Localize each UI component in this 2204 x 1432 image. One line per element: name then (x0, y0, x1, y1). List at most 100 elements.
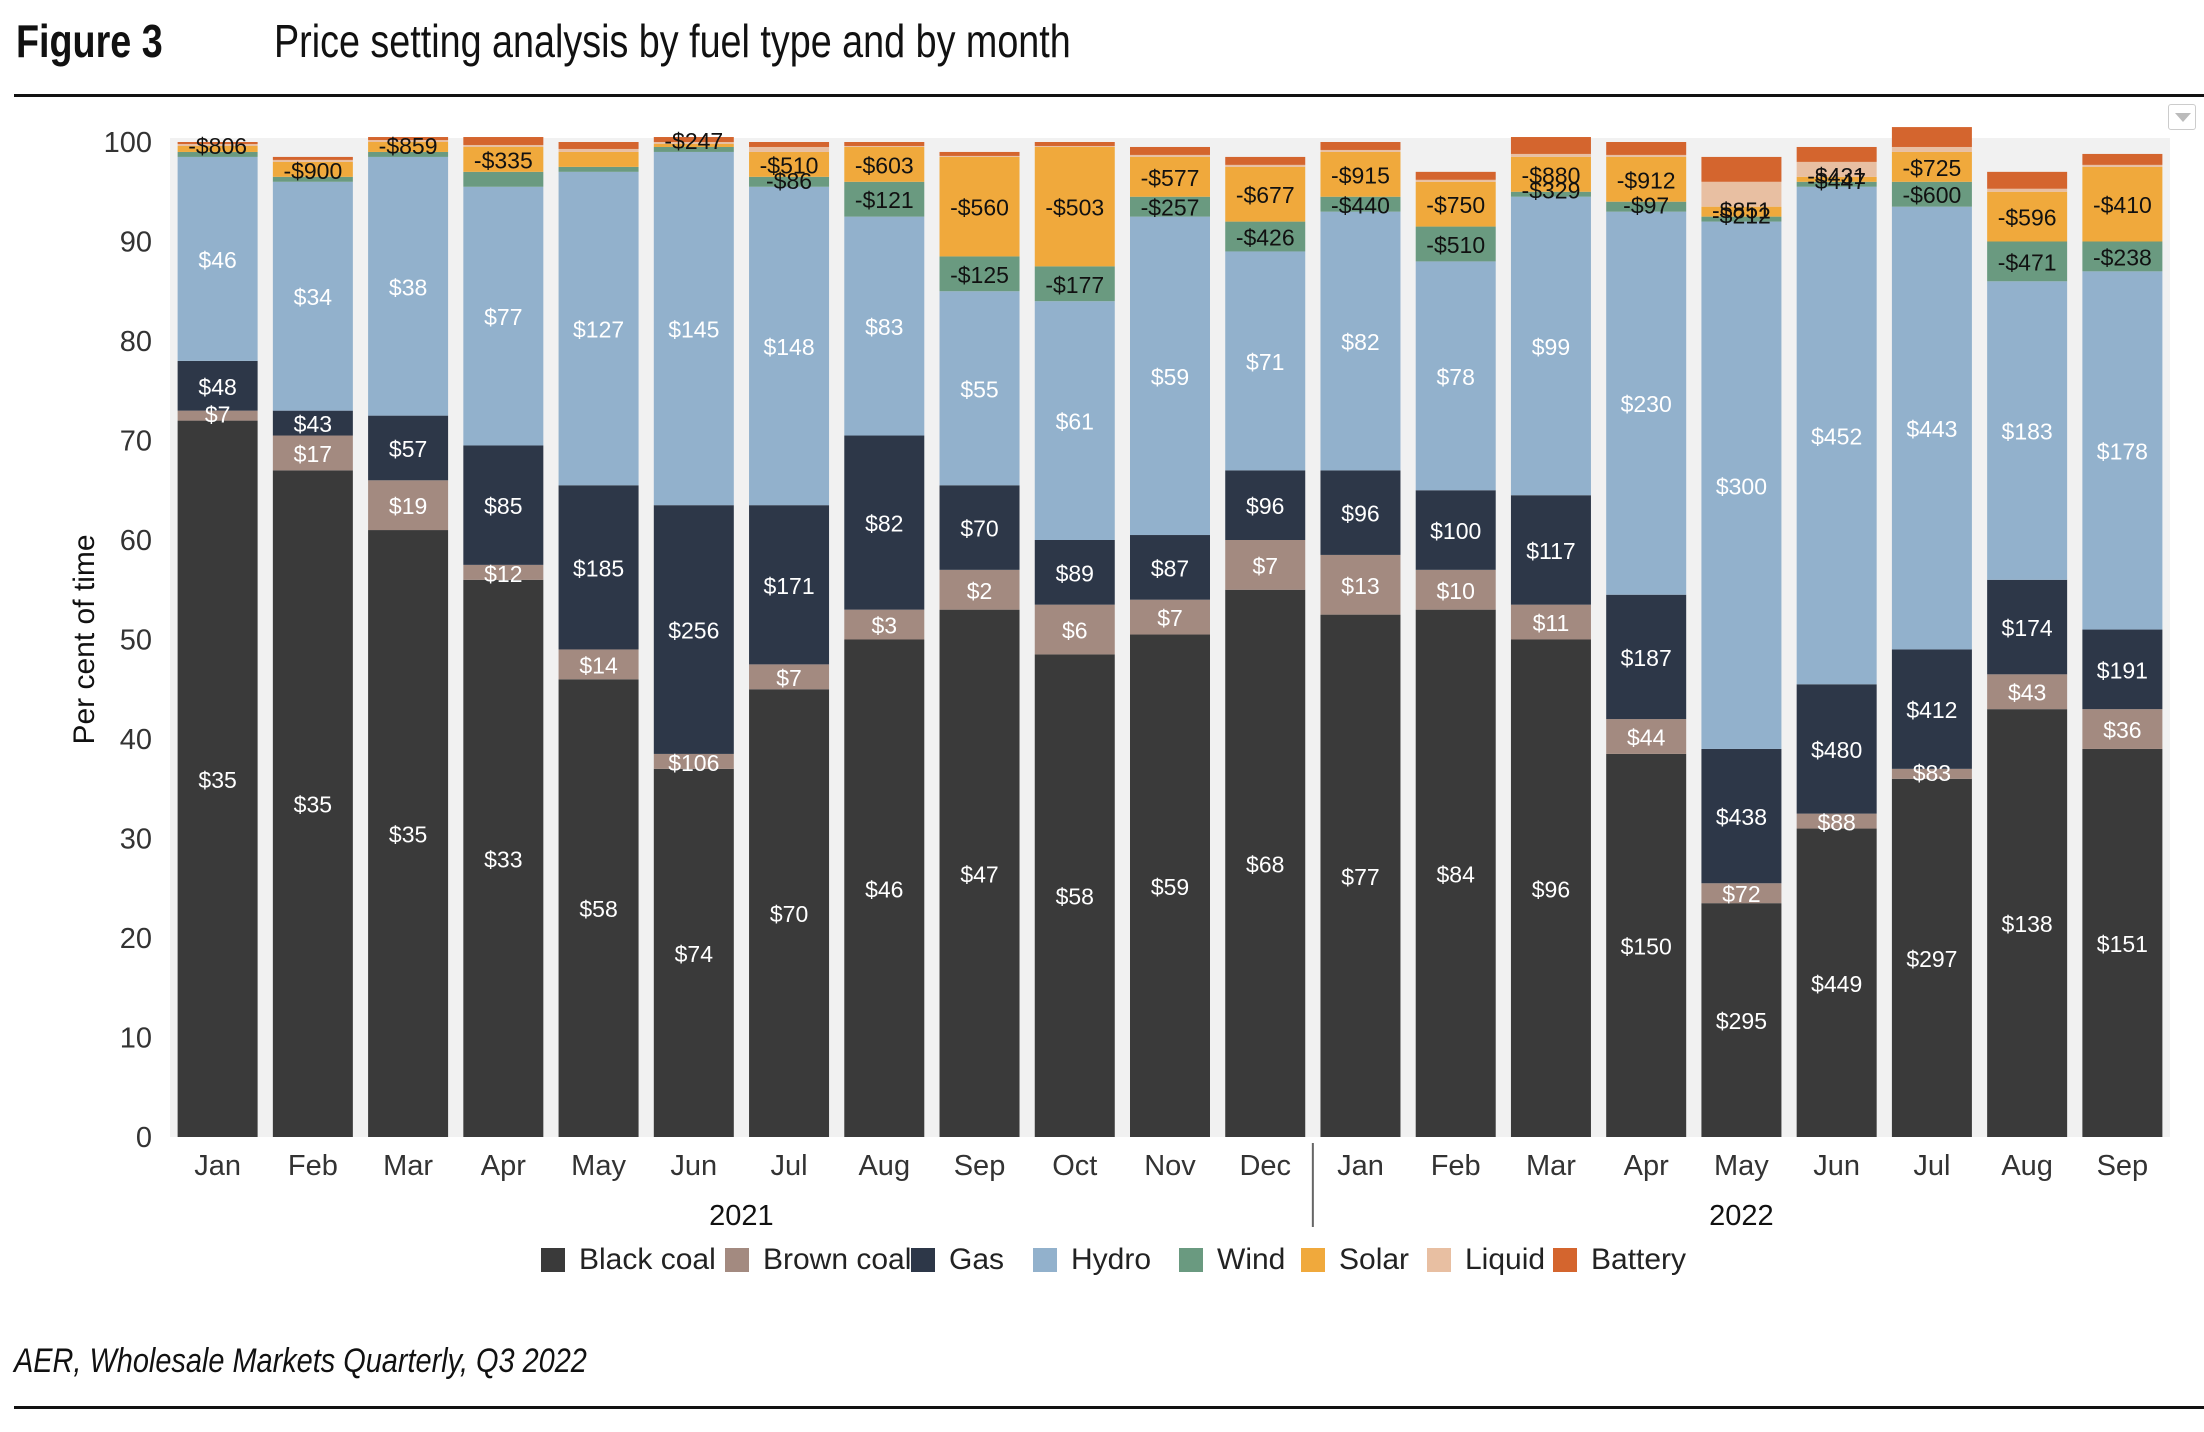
data-label-brown-coal: $7 (1252, 553, 1278, 579)
data-label-hydro: $452 (1811, 424, 1862, 450)
data-label-hydro: $38 (389, 274, 427, 300)
data-label-solar: -$915 (1331, 162, 1390, 188)
data-label-black-coal: $150 (1621, 933, 1672, 959)
data-label-gas: $438 (1716, 804, 1767, 830)
bar-segment-brown-coal (1510, 604, 1591, 640)
bar-segment-battery (1320, 142, 1401, 150)
legend-label: Brown coal (763, 1243, 912, 1276)
data-label-black-coal: $74 (675, 941, 714, 967)
bar-segment-black-coal (368, 530, 449, 1137)
bar-segment-liquid (1415, 179, 1496, 182)
data-label-hydro: $46 (198, 247, 236, 273)
data-label-gas: $480 (1811, 737, 1862, 763)
x-tick-label: Jul (771, 1150, 808, 1182)
data-label-brown-coal: $13 (1341, 573, 1379, 599)
bar-segment-black-coal (1320, 614, 1401, 1137)
bar-segment-black-coal (749, 689, 830, 1137)
data-label-gas: $48 (198, 374, 236, 400)
data-label-brown-coal: $12 (484, 561, 522, 587)
bar-segment-hydro (177, 156, 258, 361)
bar-segment-solar (1415, 181, 1496, 227)
bar-segment-brown-coal (844, 609, 925, 640)
legend-swatch (911, 1248, 935, 1272)
top-rule (14, 94, 2204, 97)
bar-segment-black-coal (177, 420, 258, 1138)
data-label-black-coal: $70 (770, 901, 808, 927)
data-label-hydro: $82 (1341, 329, 1379, 355)
bar-segment-wind (1606, 201, 1687, 212)
data-label-gas: $256 (668, 618, 719, 644)
bar-segment-black-coal (272, 470, 353, 1138)
bar-segment-liquid (368, 140, 449, 142)
bar-segment-hydro (1320, 211, 1401, 471)
bar-segment-wind (1701, 216, 1782, 222)
bar-segment-black-coal (1891, 778, 1972, 1137)
data-label-black-coal: $46 (865, 876, 903, 902)
bar-segment-gas (939, 485, 1020, 570)
bar-segment-solar (463, 146, 544, 172)
bar-segment-gas (368, 415, 449, 481)
bar-segment-brown-coal (1130, 599, 1210, 635)
data-label-black-coal: $68 (1246, 851, 1284, 877)
bar-segment-wind (1415, 226, 1496, 262)
data-label-hydro: $127 (573, 317, 624, 343)
data-label-hydro: $71 (1246, 349, 1284, 375)
data-label-solar: -$900 (283, 158, 342, 184)
chart-menu-button[interactable] (2168, 104, 2196, 130)
data-label-brown-coal: $2 (967, 578, 993, 604)
data-label-black-coal: $449 (1811, 971, 1862, 997)
bar-segment-hydro (749, 186, 830, 506)
data-label-hydro: $59 (1151, 364, 1189, 390)
x-tick-label: Mar (1526, 1150, 1576, 1182)
data-label-brown-coal: $44 (1627, 725, 1666, 751)
chart-legend: Black coal Brown coal Gas Hydro Wind Solar Liq… (0, 1238, 2204, 1282)
bar-segment-brown-coal (1606, 719, 1687, 754)
bar-segment-solar (1510, 156, 1591, 192)
bar-segment-solar (844, 146, 925, 182)
y-axis-label: Per cent of time (68, 534, 101, 744)
bar-segment-gas (749, 505, 830, 665)
bar-segment-brown-coal (463, 564, 544, 580)
y-tick-label: 40 (120, 724, 152, 756)
x-tick-label: Jul (1913, 1150, 1950, 1182)
bar-segment-wind (1796, 181, 1877, 187)
bar-segment-battery (2082, 153, 2163, 165)
data-label-hydro: $99 (1532, 334, 1570, 360)
data-label-wind: -$238 (2093, 244, 2152, 270)
bar-segment-brown-coal (2082, 709, 2163, 749)
data-label-solar: -$880 (1522, 162, 1581, 188)
data-label-hydro: $83 (865, 314, 903, 340)
data-label-hydro: $178 (2097, 438, 2148, 464)
y-tick-label: 50 (120, 625, 152, 657)
bar-segment-hydro (1130, 216, 1210, 536)
bar-segment-gas (1796, 684, 1877, 814)
bar-segment-wind (2082, 241, 2163, 272)
data-label-gas: $87 (1151, 555, 1189, 581)
bar-segment-liquid (1130, 154, 1210, 157)
bar-segment-hydro (1891, 206, 1972, 650)
bar-segment-wind (272, 176, 353, 182)
y-tick-label: 70 (120, 426, 152, 458)
bar-segment-liquid (558, 148, 639, 152)
bar-segment-brown-coal (1891, 768, 1972, 779)
bar-segment-hydro (558, 171, 639, 486)
bar-segment-gas (1320, 470, 1401, 555)
bar-segment-gas (1225, 470, 1306, 540)
legend-swatch (1301, 1248, 1325, 1272)
legend-label: Gas (949, 1243, 1005, 1276)
data-label-brown-coal: $7 (776, 665, 802, 691)
data-label-solar: -$247 (664, 128, 723, 154)
data-label-black-coal: $151 (2097, 931, 2148, 957)
x-tick-label: Sep (2097, 1150, 2149, 1182)
data-label-solar: -$335 (474, 147, 533, 173)
x-tick-label: Jun (670, 1150, 717, 1182)
bar-segment-wind (653, 146, 734, 152)
data-label-black-coal: $297 (1906, 946, 1957, 972)
bar-segment-solar (653, 143, 734, 147)
bar-segment-brown-coal (1987, 674, 2068, 710)
data-label-black-coal: $47 (960, 861, 998, 887)
data-label-black-coal: $84 (1437, 861, 1476, 887)
data-label-gas: $185 (573, 555, 624, 581)
y-tick-label: 80 (120, 326, 152, 358)
legend-item: Solar (1301, 1238, 1409, 1282)
